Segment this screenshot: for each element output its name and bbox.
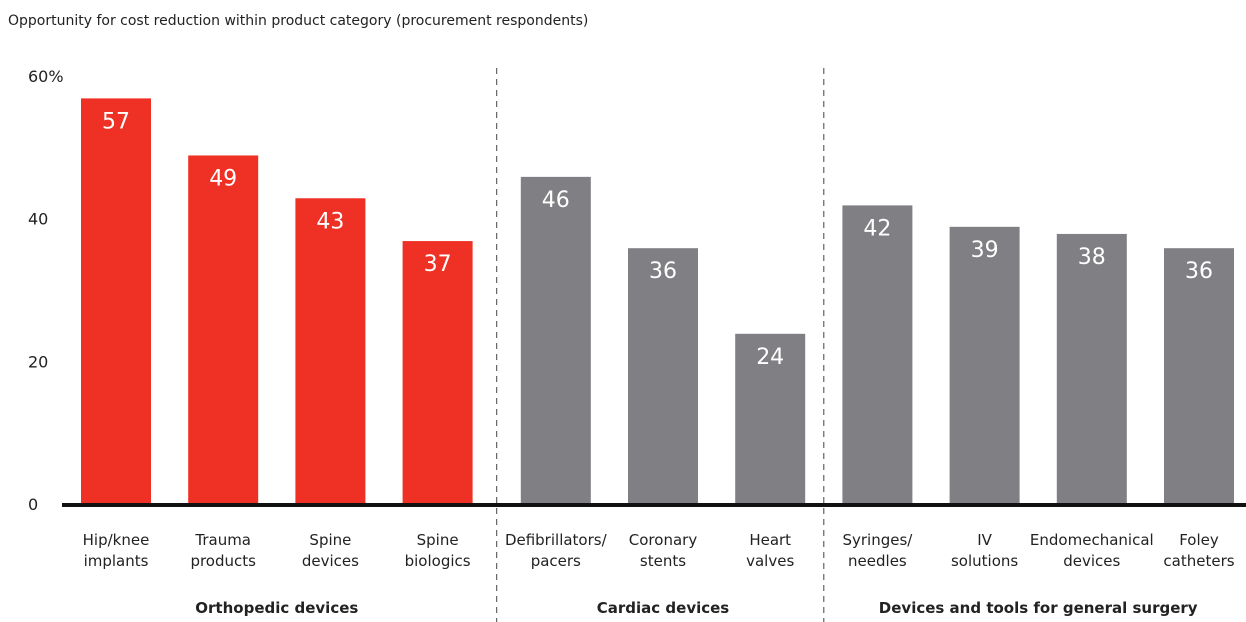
data-label: 36 bbox=[1185, 259, 1213, 284]
x-tick-label: Spine devices bbox=[302, 531, 359, 570]
bar bbox=[402, 241, 473, 506]
bar bbox=[295, 198, 366, 505]
data-label: 39 bbox=[971, 238, 999, 263]
group-label: Cardiac devices bbox=[597, 599, 730, 617]
x-tick-label-line: devices bbox=[1063, 552, 1120, 570]
x-tick-label-line: valves bbox=[746, 552, 794, 570]
chart-title: Opportunity for cost reduction within pr… bbox=[8, 13, 588, 29]
data-label: 46 bbox=[542, 188, 570, 213]
y-tick-label: 60% bbox=[28, 67, 64, 86]
x-tick-label-line: catheters bbox=[1163, 552, 1234, 570]
x-tick-label-line: Endomechanical bbox=[1030, 531, 1154, 549]
group-label: Orthopedic devices bbox=[195, 599, 358, 617]
group-label: Devices and tools for general surgery bbox=[879, 599, 1198, 617]
x-tick-label-line: Spine bbox=[309, 531, 351, 549]
x-tick-label-line: Coronary bbox=[629, 531, 698, 549]
y-tick-label: 0 bbox=[28, 495, 38, 514]
bar bbox=[81, 98, 151, 506]
x-tick-label: Trauma products bbox=[190, 531, 256, 570]
x-tick-label: Coronary stents bbox=[629, 531, 698, 570]
x-tick-label: Endomechanical devices bbox=[1030, 531, 1154, 570]
bar bbox=[735, 333, 806, 505]
bar bbox=[1056, 233, 1127, 505]
x-tick-label-line: Syringes/ bbox=[842, 531, 913, 549]
bar bbox=[628, 248, 698, 505]
bar bbox=[1164, 248, 1234, 505]
x-tick-label: Foley catheters bbox=[1163, 531, 1234, 570]
bar bbox=[188, 155, 259, 505]
x-tick-label: Hip/knee implants bbox=[83, 531, 150, 570]
bar bbox=[842, 205, 913, 505]
data-label: 49 bbox=[209, 166, 237, 191]
x-tick-label-line: pacers bbox=[531, 552, 581, 570]
x-tick-label-line: Spine bbox=[417, 531, 459, 549]
x-tick-label-line: stents bbox=[640, 552, 686, 570]
x-tick-label-line: devices bbox=[302, 552, 359, 570]
x-tick-label-line: implants bbox=[84, 552, 149, 570]
data-label: 36 bbox=[649, 259, 677, 284]
x-tick-label-line: products bbox=[190, 552, 256, 570]
bar bbox=[949, 226, 1020, 506]
x-tick-label-line: Hip/knee bbox=[83, 531, 150, 549]
x-tick-label: Heart valves bbox=[746, 531, 794, 570]
data-label: 42 bbox=[863, 216, 891, 241]
x-tick-label-line: Foley bbox=[1179, 531, 1219, 549]
y-tick-label: 20 bbox=[28, 352, 48, 371]
data-label: 38 bbox=[1078, 245, 1106, 270]
x-tick-label-line: solutions bbox=[951, 552, 1018, 570]
x-tick-label: Defibrillators/pacers bbox=[505, 531, 608, 570]
x-tick-label-line: Heart bbox=[749, 531, 791, 549]
y-tick-label: 40 bbox=[28, 210, 48, 229]
x-tick-label-line: IV bbox=[977, 531, 992, 549]
data-label: 24 bbox=[756, 345, 784, 370]
x-tick-label-line: Defibrillators/ bbox=[505, 531, 608, 549]
data-label: 43 bbox=[316, 209, 344, 234]
x-tick-label-line: Trauma bbox=[194, 531, 251, 549]
x-tick-label-line: needles bbox=[848, 552, 907, 570]
x-tick-label-line: biologics bbox=[405, 552, 471, 570]
x-tick-label: IV solutions bbox=[951, 531, 1018, 570]
bar bbox=[520, 176, 591, 505]
x-tick-label: Spine biologics bbox=[405, 531, 471, 570]
x-tick-label: Syringes/needles bbox=[842, 531, 913, 570]
data-label: 57 bbox=[102, 109, 130, 134]
data-label: 37 bbox=[424, 252, 452, 277]
